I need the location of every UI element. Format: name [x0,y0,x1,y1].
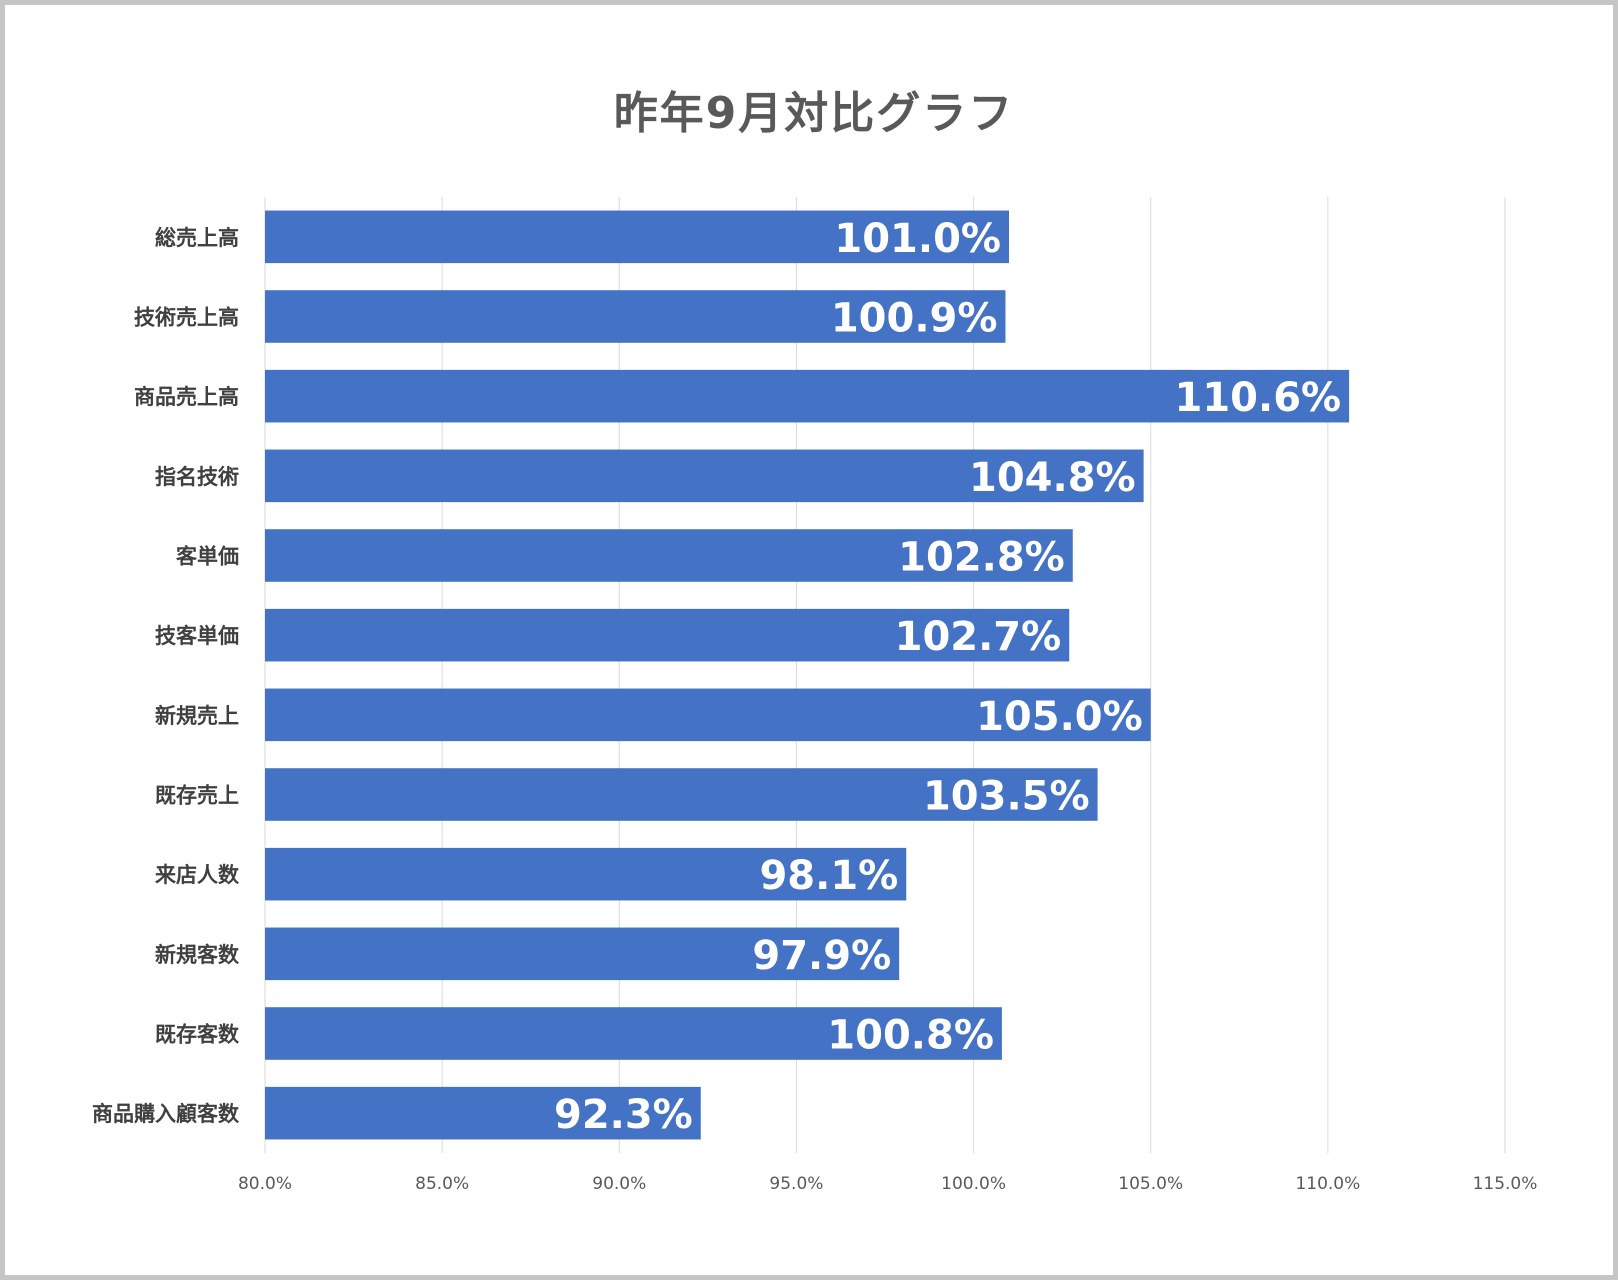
data-label: 102.7% [895,614,1062,660]
category-label: 指名技術 [155,465,239,489]
x-tick-label: 85.0% [415,1174,469,1194]
bar [265,688,1151,742]
bar [265,927,900,981]
category-label: 来店人数 [155,863,240,887]
bar [265,290,1006,343]
category-label: 既存客数 [155,1023,240,1047]
category-label: 技客単価 [155,624,239,648]
data-label: 97.9% [752,933,891,979]
data-label: 105.0% [976,694,1143,740]
x-tick-label: 110.0% [1295,1174,1360,1194]
data-label: 101.0% [834,216,1001,262]
category-label: 新規客数 [155,943,240,967]
x-tick-label: 105.0% [1118,1174,1183,1194]
bar [265,369,1350,423]
bar [265,529,1073,582]
bar [265,210,1009,264]
data-label: 110.6% [1175,375,1342,421]
bar [265,449,1144,503]
data-label: 104.8% [969,455,1136,501]
bar [265,608,1070,662]
category-label: 商品購入顧客数 [92,1102,240,1126]
x-tick-label: 100.0% [941,1174,1006,1194]
bar [265,1086,701,1140]
category-label: 新規売上 [155,704,239,728]
bar [265,1007,1002,1060]
category-label: 技術売上高 [134,306,239,330]
x-tick-label: 115.0% [1473,1174,1538,1194]
chart-title: 昨年9月対比グラフ [613,88,1015,139]
data-label: 100.9% [831,296,998,342]
category-label: 商品売上高 [134,385,239,409]
category-label: 既存売上 [155,784,239,808]
data-label: 100.8% [827,1013,994,1059]
data-label: 98.1% [759,853,898,899]
x-tick-label: 95.0% [769,1174,823,1194]
category-label: 客単価 [176,545,239,569]
data-label: 102.8% [898,535,1065,581]
category-label: 総売上高 [155,226,239,250]
x-tick-label: 80.0% [238,1174,292,1194]
data-label: 92.3% [554,1092,693,1138]
x-tick-label: 90.0% [592,1174,646,1194]
bar [265,847,907,901]
bar [265,768,1098,821]
data-label: 103.5% [923,774,1090,820]
bar-chart: 80.0% 85.0% 90.0% 95.0% 100.0% 105.0% 110.0% 11… [92,197,1538,1194]
